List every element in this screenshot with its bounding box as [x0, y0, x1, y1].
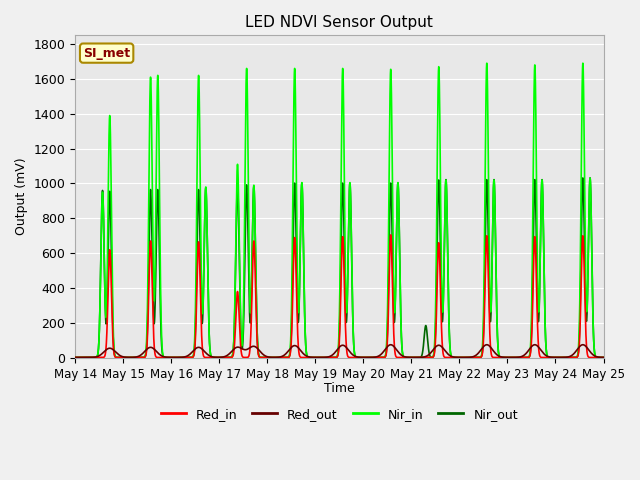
Red_in	[387, 232, 394, 238]
Red_in	[600, 355, 607, 360]
Nir_in	[408, 355, 416, 360]
Line: Nir_in: Nir_in	[75, 63, 604, 358]
Nir_in	[531, 78, 538, 84]
Red_out	[598, 355, 606, 360]
Nir_out	[71, 355, 79, 360]
Red_in	[545, 355, 553, 360]
Red_out	[309, 355, 317, 360]
Nir_out	[598, 355, 606, 360]
Text: SI_met: SI_met	[83, 47, 130, 60]
Legend: Red_in, Red_out, Nir_in, Nir_out: Red_in, Red_out, Nir_in, Nir_out	[156, 403, 523, 426]
Nir_in	[309, 355, 317, 360]
Red_in	[71, 355, 79, 360]
Red_out	[531, 342, 538, 348]
Red_out	[593, 354, 600, 360]
Line: Red_in: Red_in	[75, 235, 604, 358]
Nir_out	[408, 355, 416, 360]
Red_out	[600, 355, 607, 360]
Red_in	[531, 240, 538, 245]
Nir_out	[600, 355, 607, 360]
Nir_in	[600, 355, 607, 360]
Red_out	[408, 355, 416, 360]
Nir_in	[545, 355, 553, 360]
Red_out	[545, 354, 553, 360]
Nir_in	[579, 60, 587, 66]
Nir_out	[545, 355, 553, 360]
Y-axis label: Output (mV): Output (mV)	[15, 158, 28, 235]
Nir_in	[71, 355, 79, 360]
Red_in	[408, 355, 416, 360]
Nir_in	[593, 354, 600, 360]
Red_in	[309, 355, 317, 360]
Nir_out	[309, 355, 317, 360]
Red_out	[71, 355, 79, 360]
Title: LED NDVI Sensor Output: LED NDVI Sensor Output	[245, 15, 433, 30]
Red_in	[598, 355, 606, 360]
Line: Red_out: Red_out	[75, 345, 604, 358]
Nir_out	[586, 175, 594, 181]
Line: Nir_out: Nir_out	[75, 178, 604, 358]
Nir_in	[598, 355, 606, 360]
Nir_out	[531, 187, 538, 192]
Red_in	[593, 355, 600, 360]
Red_out	[531, 342, 539, 348]
X-axis label: Time: Time	[324, 382, 355, 395]
Nir_out	[593, 354, 600, 360]
